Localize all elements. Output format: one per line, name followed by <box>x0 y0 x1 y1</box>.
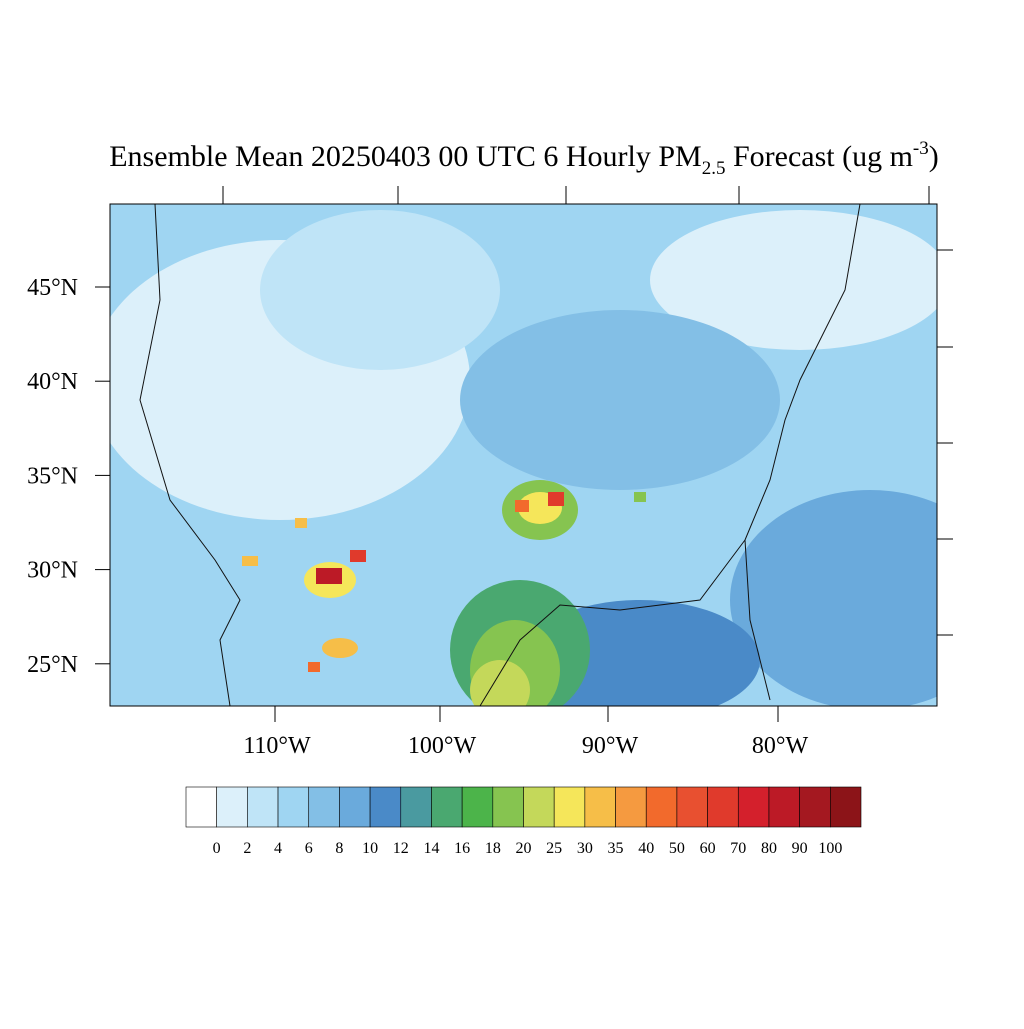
colorbar-box <box>247 786 279 828</box>
colorbar-label: 30 <box>577 840 593 857</box>
colorbar-label: 35 <box>608 840 624 857</box>
colorbar-label: 40 <box>638 840 654 857</box>
colorbar-box <box>523 786 555 828</box>
lat-label: 40°N <box>27 369 78 395</box>
colorbar-label: 25 <box>546 840 562 857</box>
colorbar-label: 50 <box>669 840 685 857</box>
colorbar-box <box>830 786 862 828</box>
colorbar-label: 8 <box>335 840 343 857</box>
colorbar-box <box>799 786 831 828</box>
lon-label: 80°W <box>752 733 809 759</box>
colorbar-box <box>737 786 770 828</box>
title-mid: Forecast (ug m <box>725 140 912 173</box>
lat-label: 35°N <box>27 463 78 489</box>
colorbar-box <box>676 786 708 828</box>
lat-label: 45°N <box>27 275 78 301</box>
colorbar-label: 12 <box>393 840 409 857</box>
colorbar-box <box>185 786 217 828</box>
lon-label: 100°W <box>408 733 477 759</box>
colorbar-label: 60 <box>700 840 716 857</box>
colorbar-label: 10 <box>362 840 378 857</box>
lat-label: 25°N <box>27 652 78 678</box>
colorbar-box <box>461 786 494 828</box>
colorbar-box <box>492 786 524 828</box>
colorbar-label: 70 <box>730 840 746 857</box>
colorbar-label: 0 <box>213 840 221 857</box>
map-frame <box>109 203 938 707</box>
colorbar-box <box>615 786 647 828</box>
colorbar-label: 16 <box>454 840 470 857</box>
title-sup: -3 <box>913 138 929 159</box>
lon-label: 110°W <box>243 733 311 759</box>
coastline <box>139 203 861 707</box>
lon-label: 90°W <box>582 733 639 759</box>
pm25-field <box>110 204 937 706</box>
colorbar-label: 80 <box>761 840 777 857</box>
colorbar-box <box>707 786 739 828</box>
colorbar-box <box>768 786 800 828</box>
colorbar-label: 2 <box>243 840 251 857</box>
colorbar-label: 20 <box>516 840 532 857</box>
colorbar-box <box>553 786 586 828</box>
colorbar-box <box>645 786 678 828</box>
colorbar-box <box>400 786 432 828</box>
colorbar-box <box>431 786 463 828</box>
colorbar-label: 14 <box>423 840 439 857</box>
title-end: ) <box>929 140 939 173</box>
frame-ticks <box>222 186 953 636</box>
colorbar-box <box>584 786 616 828</box>
colorbar-label: 6 <box>305 840 313 857</box>
title: Ensemble Mean 20250403 00 UTC 6 Hourly P… <box>109 138 939 179</box>
colorbar-box <box>369 786 402 828</box>
colorbar-label: 90 <box>792 840 808 857</box>
lat-label: 30°N <box>27 558 78 584</box>
colorbar-box <box>308 786 340 828</box>
title-sub: 2.5 <box>702 158 726 179</box>
colorbar-label: 18 <box>485 840 501 857</box>
colorbar-box <box>277 786 310 828</box>
colorbar-label: 4 <box>274 840 282 857</box>
colorbar-box <box>339 786 371 828</box>
title-main: Ensemble Mean 20250403 00 UTC 6 Hourly P… <box>109 140 701 173</box>
colorbar-box <box>216 786 248 828</box>
colorbar-label: 100 <box>818 840 842 857</box>
